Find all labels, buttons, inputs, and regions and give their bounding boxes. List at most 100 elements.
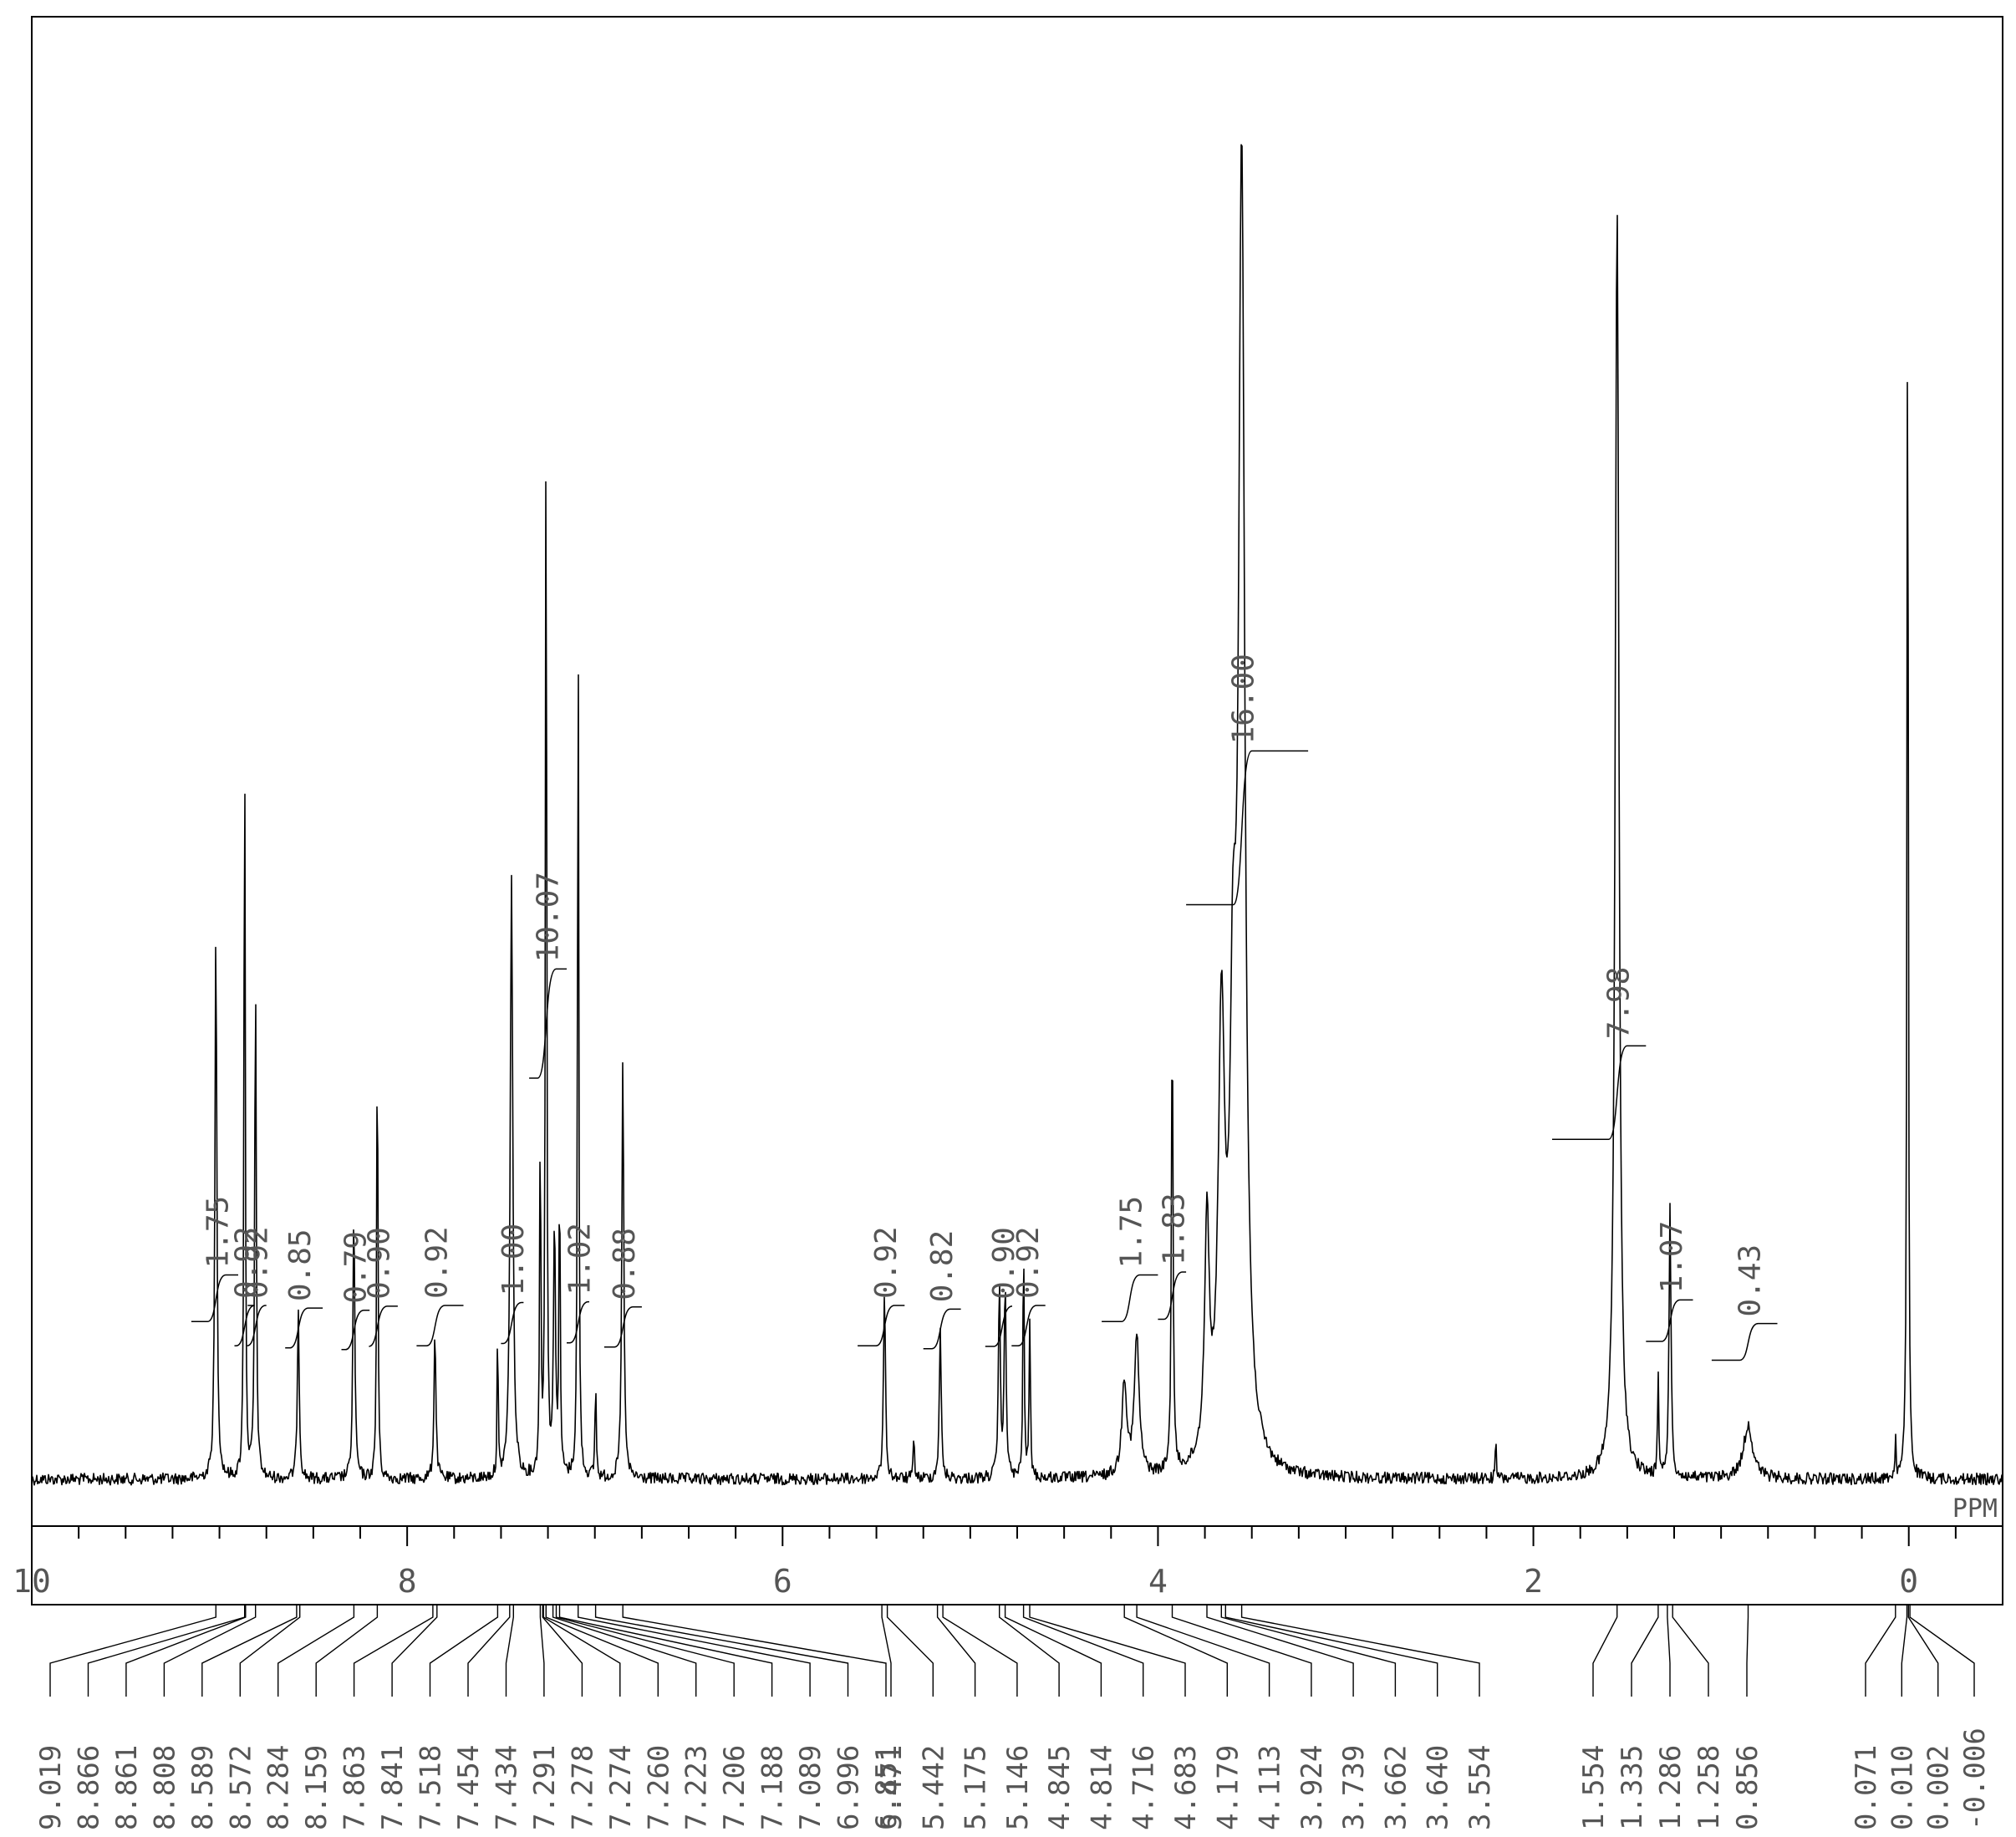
peak-shift-label: 6.851 (870, 1745, 904, 1830)
peak-leader-line (467, 1605, 511, 1697)
peak-leader-line (1171, 1605, 1312, 1697)
peak-leader-line (622, 1605, 887, 1697)
peak-shift-label: 5.471 (875, 1745, 909, 1830)
peak-shift-label: 8.572 (224, 1745, 257, 1830)
peak-leader-line (936, 1605, 976, 1697)
peak-shift-label: 1.286 (1654, 1745, 1688, 1830)
peak-leader-line (998, 1605, 1060, 1697)
peak-leader-line (542, 1605, 621, 1697)
integral-value: 0.88 (608, 1228, 642, 1300)
integral-value: 0.43 (1733, 1244, 1767, 1317)
peak-leader-line (1136, 1605, 1270, 1697)
x-axis-tick-label: 4 (1148, 1563, 1168, 1600)
peak-leader-line (942, 1605, 1018, 1697)
integral-curve (416, 1305, 464, 1347)
integral-curve (567, 1300, 589, 1344)
peak-leader-line (1907, 1605, 1939, 1697)
peak-shift-label: 3.662 (1379, 1745, 1413, 1830)
x-axis-tick-label: 8 (398, 1563, 417, 1600)
peak-shift-label: 8.589 (186, 1745, 220, 1830)
integral-value: 0.92 (1011, 1226, 1046, 1299)
peak-shift-labels: 9.019 8.866 8.861 8.808 8.589 8.572 8.284 8.159… (34, 1605, 1992, 1830)
peak-leader-line (505, 1605, 514, 1697)
integral-value: 0.79 (339, 1231, 373, 1304)
peak-leader-line (881, 1605, 892, 1697)
peak-leader-line (429, 1605, 499, 1697)
integral-value: 10.07 (531, 872, 565, 962)
peak-shift-label: 8.808 (148, 1745, 181, 1830)
peak-shift-label: 7.206 (718, 1745, 751, 1830)
peak-leader-line (545, 1605, 659, 1697)
integral-value: 0.92 (241, 1226, 275, 1299)
peak-shift-label: 4.845 (1043, 1745, 1077, 1830)
peak-leader-line (163, 1605, 257, 1697)
peak-shift-label: 8.284 (262, 1745, 296, 1830)
peak-shift-label: 4.716 (1128, 1745, 1161, 1830)
peak-shift-label: 0.002 (1922, 1745, 1956, 1830)
peak-shift-label: -0.006 (1958, 1728, 1992, 1830)
integral-value: 1.00 (496, 1224, 531, 1296)
integral-curve (985, 1305, 1013, 1347)
integral-curve (1711, 1322, 1778, 1361)
peak-leader-line (49, 1605, 216, 1697)
peak-shift-label: 5.146 (1001, 1745, 1035, 1830)
peak-leader-line (1029, 1605, 1186, 1697)
peak-shift-label: 7.863 (339, 1745, 372, 1830)
peak-shift-label: 8.159 (300, 1745, 333, 1830)
peak-shift-label: 0.856 (1731, 1745, 1764, 1830)
peak-leader-line (125, 1605, 247, 1697)
peak-leader-line (1592, 1605, 1618, 1697)
peak-leader-line (1672, 1605, 1709, 1697)
peak-shift-label: 5.175 (960, 1745, 993, 1830)
integral-value: 1.83 (1157, 1193, 1191, 1265)
peak-shift-label: 1.554 (1577, 1745, 1611, 1830)
integral-value: 16.00 (1227, 654, 1261, 744)
integral-curve (247, 1305, 267, 1347)
x-axis-unit-label: PPM (1952, 1494, 1998, 1524)
integral-value: 7.98 (1602, 967, 1637, 1040)
peak-leader-line (353, 1605, 434, 1697)
peak-shift-label: 0.071 (1850, 1745, 1883, 1830)
peak-shift-label: 7.518 (415, 1745, 448, 1830)
peak-leader-line (1224, 1605, 1438, 1697)
peak-leader-line (1240, 1605, 1480, 1697)
peak-leader-line (1631, 1605, 1659, 1697)
peak-leader-line (1004, 1605, 1102, 1697)
peak-leader-line (1022, 1605, 1144, 1697)
integral-value: 1.75 (1115, 1196, 1149, 1269)
peak-leader-line (1667, 1605, 1671, 1697)
peak-leader-line (594, 1605, 849, 1697)
peak-leader-line (1746, 1605, 1749, 1697)
plot-frame (31, 16, 2003, 1605)
integral-value: 0.85 (283, 1229, 318, 1301)
peak-shift-label: 4.814 (1085, 1745, 1118, 1830)
integral-curve (341, 1309, 370, 1351)
peak-leader-line (201, 1605, 298, 1697)
integral-curve (369, 1305, 398, 1347)
peak-leader-line (1206, 1605, 1354, 1697)
integral-curve (285, 1307, 323, 1349)
integral-value: 1.02 (563, 1223, 598, 1295)
x-axis-tick-label: 10 (13, 1563, 51, 1600)
x-axis-tick-labels: 10 8 6 4 2 0 (13, 1563, 1918, 1600)
peak-shift-label: 7.188 (756, 1745, 790, 1830)
peak-leader-line (1909, 1605, 1975, 1697)
peak-shift-label: 7.089 (794, 1745, 827, 1830)
integral-curve (1552, 1045, 1647, 1140)
integral-value: 0.82 (925, 1230, 960, 1303)
integral-value: 0.92 (420, 1226, 454, 1299)
peak-shift-label: 7.841 (376, 1745, 410, 1830)
peak-shift-label: 7.274 (604, 1745, 638, 1830)
integral-curve (1102, 1274, 1158, 1323)
peak-shift-label: 3.739 (1337, 1745, 1371, 1830)
peak-leader-line (239, 1605, 301, 1697)
x-axis-tick-label: 0 (1899, 1563, 1918, 1600)
peak-shift-label: 8.861 (110, 1745, 144, 1830)
peak-leader-line (578, 1605, 811, 1697)
peak-shift-label: 4.113 (1254, 1745, 1287, 1830)
integral-curve (603, 1306, 642, 1348)
integral-value: 1.75 (201, 1196, 235, 1269)
peak-leader-line (391, 1605, 438, 1697)
integral-value: 0.92 (869, 1226, 904, 1299)
